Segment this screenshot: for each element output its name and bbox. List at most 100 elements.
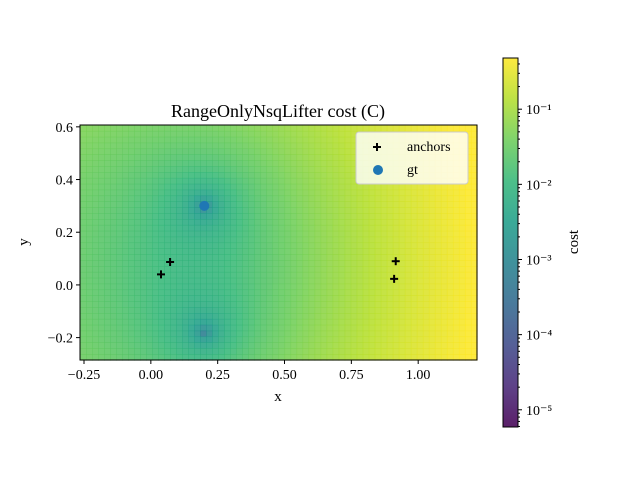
heatmap-cell xyxy=(236,236,244,244)
heatmap-cell xyxy=(416,260,424,267)
heatmap-cell xyxy=(242,283,250,291)
heatmap-cell xyxy=(416,189,424,197)
heatmap-cell xyxy=(140,248,147,255)
heatmap-cell xyxy=(326,248,334,255)
heatmap-cell xyxy=(116,354,123,361)
heatmap-cell xyxy=(110,330,117,338)
heatmap-cell xyxy=(206,266,213,273)
heatmap-cell xyxy=(104,301,111,308)
heatmap-cell xyxy=(458,183,466,191)
heatmap-cell xyxy=(134,236,141,244)
heatmap-cell xyxy=(122,324,129,332)
heatmap-cell xyxy=(350,289,358,296)
heatmap-cell xyxy=(290,166,298,173)
heatmap-cell xyxy=(122,283,129,291)
heatmap-cell xyxy=(230,154,237,161)
heatmap-cell xyxy=(224,213,231,220)
heatmap-cell xyxy=(266,130,274,138)
heatmap-cell xyxy=(356,307,364,314)
heatmap-cell xyxy=(362,295,370,302)
heatmap-cell xyxy=(206,213,213,220)
heatmap-cell xyxy=(134,201,141,208)
heatmap-cell xyxy=(452,125,460,132)
heatmap-cell xyxy=(236,195,244,202)
heatmap-cell xyxy=(98,230,105,238)
heatmap-cell xyxy=(368,260,376,267)
heatmap-cell xyxy=(146,136,153,144)
y-axis-label: y xyxy=(16,238,32,246)
heatmap-cell xyxy=(410,336,418,343)
heatmap-cell xyxy=(320,313,328,320)
heatmap-cell xyxy=(350,277,358,285)
heatmap-cell xyxy=(182,242,189,249)
heatmap-cell xyxy=(446,224,454,232)
heatmap-cell xyxy=(314,230,322,238)
heatmap-cell xyxy=(320,219,328,226)
heatmap-cell xyxy=(344,236,352,244)
heatmap-cell xyxy=(188,354,195,361)
heatmap-cell xyxy=(194,307,201,314)
x-axis-ticks: −0.25 0.00 0.25 0.50 0.75 1.00 xyxy=(68,360,430,383)
heatmap-cell xyxy=(242,130,250,138)
heatmap-cell xyxy=(164,283,171,291)
heatmap-cell xyxy=(410,254,418,261)
heatmap-cell xyxy=(272,236,280,244)
heatmap-cell xyxy=(422,242,430,249)
heatmap-cell xyxy=(308,195,316,202)
heatmap-cell xyxy=(272,177,280,185)
heatmap-cell xyxy=(266,354,274,361)
colorbar-label: cost xyxy=(566,229,582,254)
heatmap-cell xyxy=(188,260,195,267)
heatmap-cell xyxy=(236,154,244,161)
heatmap-cell xyxy=(248,324,256,332)
heatmap-cell xyxy=(224,295,231,302)
heatmap-cell xyxy=(188,283,195,291)
heatmap-cell xyxy=(104,236,111,244)
heatmap-cell xyxy=(368,307,376,314)
heatmap-cell xyxy=(416,230,424,238)
heatmap-cell xyxy=(398,266,406,273)
heatmap-cell xyxy=(422,295,430,302)
heatmap-cell xyxy=(404,342,412,349)
heatmap-cell xyxy=(290,224,298,232)
heatmap-cell xyxy=(236,207,244,214)
heatmap-cell xyxy=(110,266,117,273)
heatmap-cell xyxy=(410,260,418,267)
heatmap-cell xyxy=(152,136,159,144)
heatmap-cell xyxy=(176,207,183,214)
heatmap-cell xyxy=(110,313,117,320)
heatmap-cell xyxy=(254,224,262,232)
heatmap-cell xyxy=(266,177,274,185)
heatmap-cell xyxy=(194,189,201,197)
heatmap-cell xyxy=(122,207,129,214)
heatmap-cell xyxy=(434,230,442,238)
heatmap-cell xyxy=(86,260,93,267)
heatmap-cell xyxy=(182,330,189,338)
heatmap-cell xyxy=(176,177,183,185)
heatmap-cell xyxy=(290,177,298,185)
heatmap-cell xyxy=(284,207,292,214)
heatmap-cell xyxy=(128,277,135,285)
heatmap-cell xyxy=(308,219,316,226)
heatmap-cell xyxy=(254,154,262,161)
heatmap-cell xyxy=(134,336,141,343)
heatmap-cell xyxy=(416,219,424,226)
heatmap-cell xyxy=(212,207,219,214)
heatmap-cell xyxy=(98,277,105,285)
heatmap-cell xyxy=(392,295,400,302)
heatmap-cell xyxy=(92,260,99,267)
heatmap-cell xyxy=(176,342,183,349)
heatmap-cell xyxy=(308,289,316,296)
heatmap-cell xyxy=(350,260,358,267)
heatmap-cell xyxy=(218,125,225,132)
heatmap-cell xyxy=(188,224,195,232)
heatmap-cell xyxy=(314,336,322,343)
heatmap-cell xyxy=(194,254,201,261)
heatmap-cell xyxy=(260,260,268,267)
heatmap-cell xyxy=(296,142,304,150)
heatmap-cell xyxy=(398,277,406,285)
heatmap-cell xyxy=(146,242,153,249)
heatmap-cell xyxy=(170,354,177,361)
heatmap-cell xyxy=(230,307,237,314)
heatmap-cell xyxy=(290,136,298,144)
